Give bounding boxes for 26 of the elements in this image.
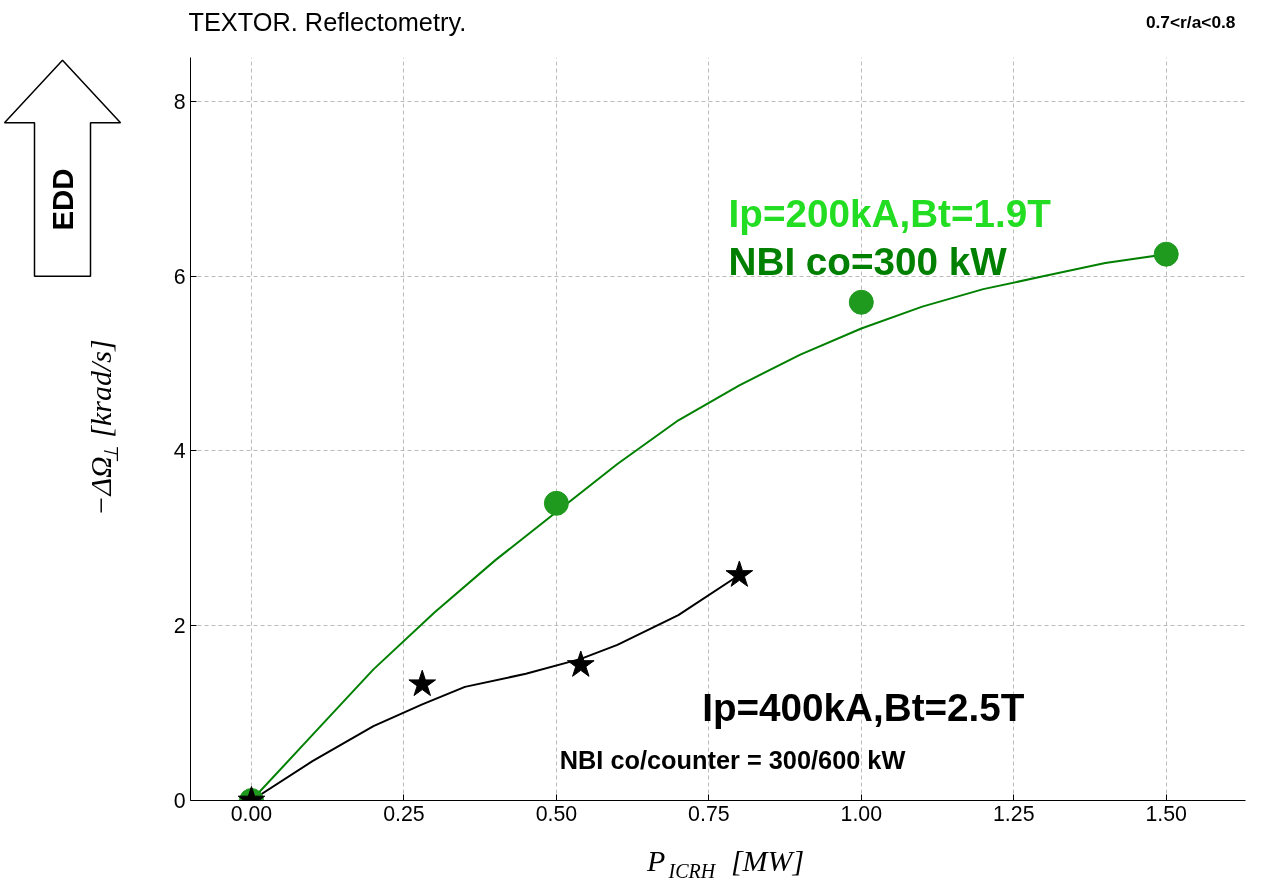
annotation: NBI co/counter = 300/600 kW	[559, 745, 906, 774]
annotation: Ip=400kA,Bt=2.5T	[702, 686, 1025, 730]
x-tick-label: 1.25	[993, 801, 1035, 826]
x-tick-label: 1.50	[1145, 801, 1188, 826]
annotation: NBI co=300 kW	[728, 240, 1008, 284]
x-tick-label: 0.50	[535, 801, 578, 826]
point	[566, 650, 595, 677]
annotation: Ip=200kA,Bt=1.9T	[728, 192, 1052, 236]
y-tick-label: 4	[173, 439, 186, 464]
point	[1153, 241, 1179, 267]
x-tick-label: 1.00	[840, 801, 883, 826]
y-tick-label: 6	[173, 264, 186, 289]
x-tick-label: 0.75	[688, 801, 730, 826]
y-tick-label: 8	[173, 89, 186, 114]
y-tick-label: 2	[173, 614, 186, 639]
point	[543, 490, 569, 516]
x-tick-label: 0.00	[230, 801, 273, 826]
text: 0.7<r/a<0.8	[1145, 11, 1236, 32]
text: EDD	[46, 168, 79, 231]
point	[725, 560, 754, 587]
y-axis-title: −ΔΩ⊥ [krad/s]	[84, 339, 122, 516]
point	[408, 669, 437, 697]
point	[848, 289, 874, 315]
y-tick-label: 0	[173, 789, 186, 813]
chart-title: TEXTOR. Reflectometry.	[188, 7, 467, 36]
x-tick-label: 0.25	[383, 801, 425, 826]
